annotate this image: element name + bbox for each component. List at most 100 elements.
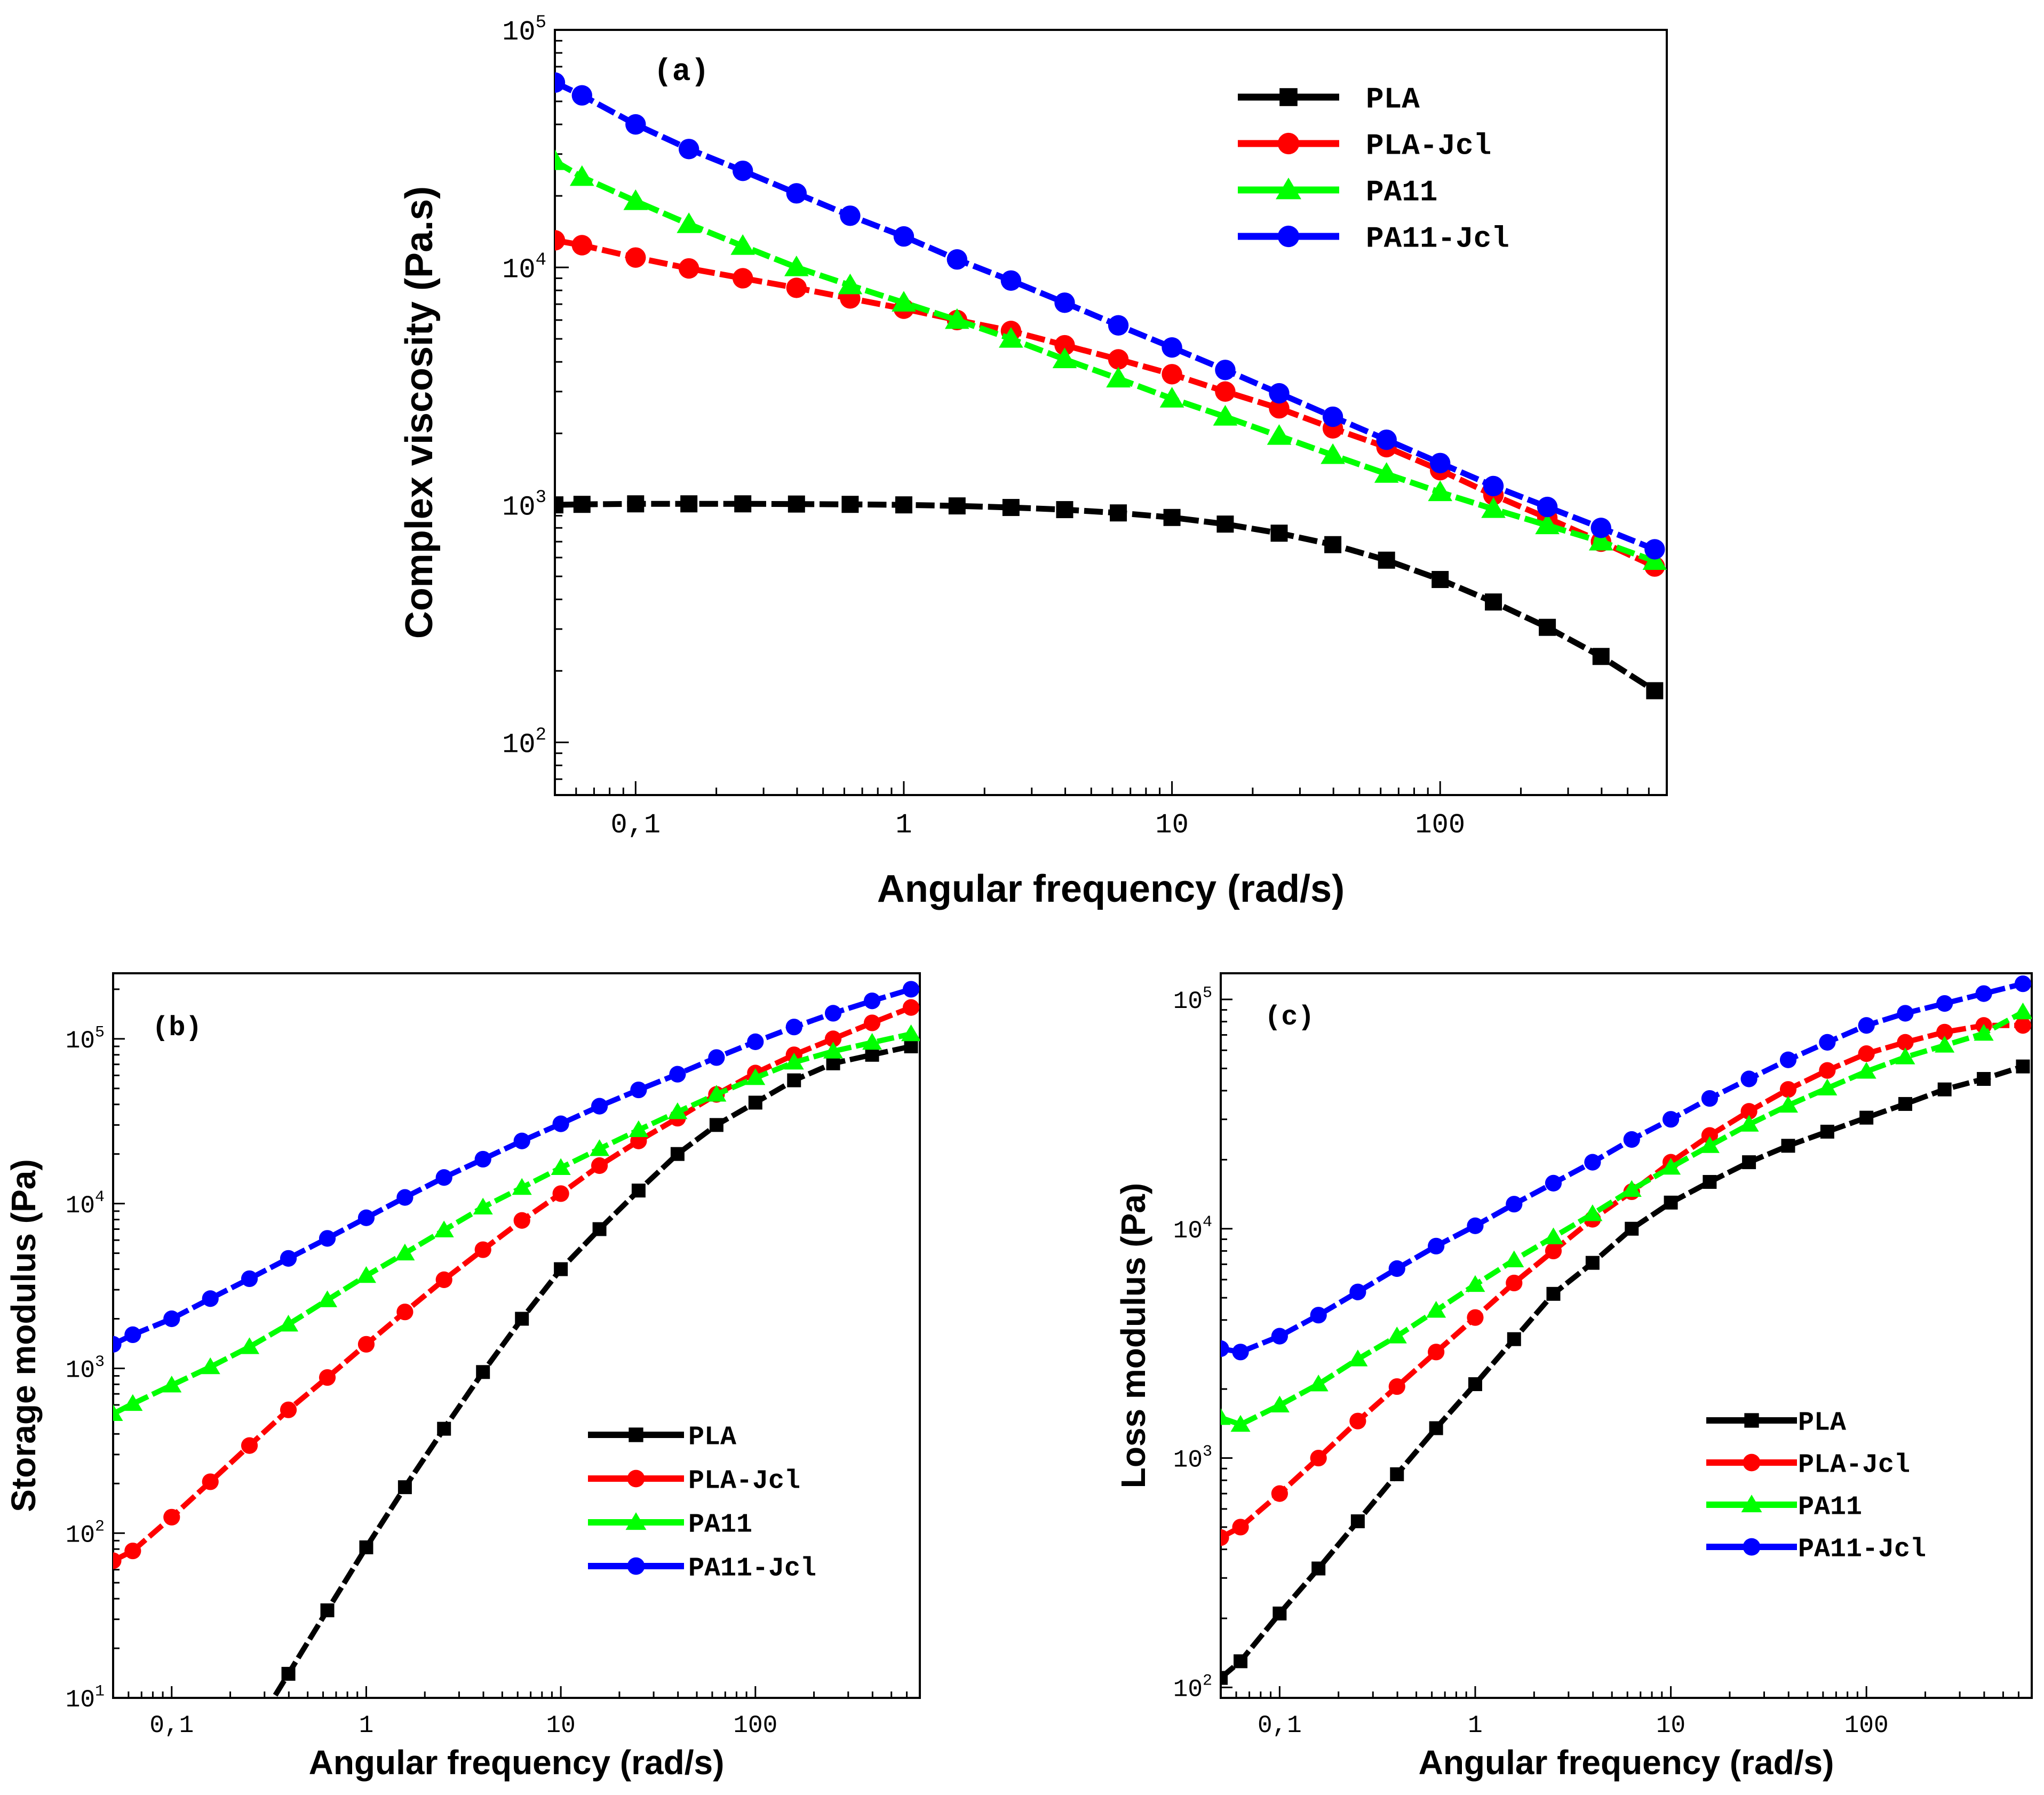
data-point-pa11-jcl: [163, 1310, 180, 1328]
data-point-pla: [1324, 536, 1342, 553]
data-point-pla: [1429, 1421, 1443, 1435]
data-point-pa11-jcl: [678, 139, 699, 160]
data-point-pla: [1110, 504, 1127, 522]
y-tick-label: 102: [1173, 1672, 1212, 1704]
series-pla-jcl: [555, 230, 1665, 577]
data-point-pa11-jcl: [1740, 1070, 1757, 1087]
data-point-pa11-jcl: [1545, 1174, 1562, 1192]
y-tick-label: 102: [502, 725, 546, 760]
panel-label: (c): [1264, 1002, 1315, 1033]
data-point-pa11: [473, 1197, 493, 1214]
data-point-pa11: [1267, 424, 1292, 445]
data-point-pa11-jcl: [1108, 315, 1129, 336]
data-point-pla: [841, 496, 859, 513]
data-point-pla-jcl: [1858, 1045, 1875, 1062]
data-point-pla-jcl: [1108, 349, 1129, 370]
legend-swatch-marker: [627, 1470, 645, 1488]
x-tick-label: 0,1: [149, 1712, 194, 1740]
data-point-pa11-jcl: [555, 72, 566, 93]
data-point-pla-jcl: [357, 1336, 375, 1353]
data-point-pa11-jcl: [1584, 1154, 1601, 1171]
data-point-pa11: [1543, 1227, 1564, 1244]
data-point-pa11-jcl: [1054, 292, 1075, 313]
legend-item-pa11: PA11: [1238, 176, 1437, 210]
panel-b-storage-modulus-chart: 0,1 1 10 100 101 102 103 104 105 Angular frequenc…: [4, 972, 921, 1782]
y-axis-title: Complex viscosity (Pa.s): [398, 186, 441, 639]
data-point-pla-jcl: [1506, 1274, 1523, 1292]
data-point-pa11-jcl: [124, 1326, 141, 1344]
data-point-pa11: [629, 1120, 649, 1138]
data-point-pla: [1431, 571, 1449, 589]
data-point-pla-jcl: [1310, 1449, 1327, 1467]
data-point-pa11-jcl: [840, 205, 861, 226]
data-point-pla: [1664, 1195, 1678, 1210]
legend-label: PA11-Jcl: [1798, 1535, 1926, 1565]
data-point-pa11: [1699, 1136, 1720, 1153]
data-point-pa11: [1856, 1062, 1876, 1079]
legend-item-pla-jcl: PLA-Jcl: [588, 1466, 800, 1497]
data-point-pa11: [784, 256, 809, 276]
data-point-pla-jcl: [1162, 364, 1182, 385]
data-point-pa11: [1387, 1327, 1407, 1344]
series-line-pla: [555, 501, 1657, 694]
data-point-pa11-jcl: [1975, 985, 1992, 1002]
data-point-pa11-jcl: [202, 1290, 219, 1307]
data-point-pla-jcl: [902, 999, 920, 1016]
x-tick-label: 0,1: [610, 809, 661, 841]
data-point-pla: [680, 495, 698, 513]
data-point-pa11: [1308, 1375, 1329, 1392]
data-point-pla-jcl: [824, 1030, 842, 1047]
legend-swatch-marker: [625, 1512, 647, 1530]
data-point-pa11: [569, 165, 594, 186]
series-pla: [270, 1039, 918, 1698]
data-point-pa11-jcl: [357, 1209, 375, 1226]
x-axis-title: Angular frequency (rad/s): [309, 1743, 725, 1782]
data-point-pa11-jcl: [1271, 1328, 1288, 1345]
data-point-pla-jcl: [113, 1552, 122, 1569]
data-point-pa11: [1935, 1036, 1955, 1053]
data-point-pa11-jcl: [824, 1005, 842, 1022]
data-point-pa11: [667, 1102, 688, 1119]
data-point-pa11-jcl: [1388, 1260, 1405, 1277]
data-point-pla-jcl: [1740, 1103, 1757, 1120]
legend-swatch-marker: [1277, 225, 1300, 248]
data-point-pla: [670, 1147, 685, 1161]
data-point-pla: [1390, 1467, 1404, 1481]
series-pa11: [113, 1024, 920, 1421]
y-axis-title: Loss modulus (Pa): [1114, 1183, 1152, 1489]
data-point-pla-jcl: [1271, 1485, 1288, 1502]
data-point-pa11: [555, 149, 567, 170]
data-point-pa11: [356, 1266, 376, 1283]
data-point-pa11-jcl: [1162, 337, 1182, 358]
data-point-pa11: [1159, 387, 1184, 408]
data-point-pla-jcl: [163, 1508, 180, 1526]
data-point-pa11: [1052, 347, 1077, 368]
data-point-pla: [1646, 682, 1664, 700]
legend-swatch-marker: [629, 1427, 643, 1442]
data-point-pa11-jcl: [1590, 518, 1611, 538]
legend-label: PA11-Jcl: [688, 1554, 816, 1584]
data-point-pla: [709, 1118, 723, 1132]
data-point-pla: [1703, 1175, 1717, 1189]
data-point-pa11: [1321, 443, 1345, 464]
x-tick-label: 1: [1468, 1712, 1483, 1740]
data-point-pla: [1378, 551, 1395, 569]
data-point-pa11: [1504, 1250, 1524, 1267]
y-tick-label: 101: [66, 1682, 105, 1714]
series-pa11: [555, 149, 1667, 570]
data-point-pla-jcl: [1054, 335, 1075, 356]
data-point-pa11-jcl: [1322, 406, 1343, 427]
data-point-pa11: [1221, 1408, 1231, 1425]
panel-label: (b): [152, 1012, 202, 1044]
data-point-pla: [787, 1073, 801, 1087]
y-tick-label: 102: [66, 1518, 105, 1550]
y-tick-label: 103: [66, 1353, 105, 1385]
series-pa11-jcl: [113, 981, 920, 1353]
data-point-pla: [1270, 525, 1288, 542]
series-pla: [1221, 1059, 2030, 1685]
data-point-pla-jcl: [678, 258, 699, 279]
data-point-pa11-jcl: [902, 981, 920, 998]
plot-frame: [554, 29, 1668, 796]
data-point-pa11-jcl: [552, 1115, 569, 1132]
